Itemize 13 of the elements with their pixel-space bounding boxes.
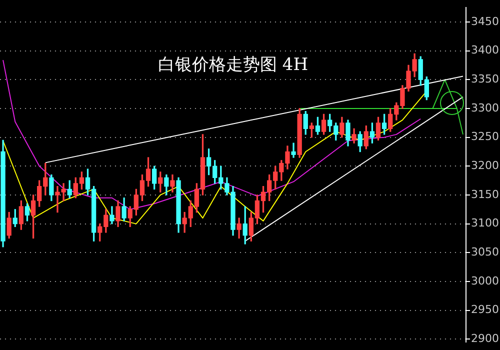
y-tick-label: 3100 <box>471 216 500 230</box>
y-tick-label: 3150 <box>471 188 500 201</box>
y-tick-label: 3450 <box>471 14 500 28</box>
y-tick-label: 3250 <box>471 130 500 144</box>
text: 白银价格走势图 4H <box>158 55 308 76</box>
y-tick-label: 3000 <box>471 274 500 288</box>
y-tick-label: 2900 <box>471 332 500 345</box>
y-tick-label: 3400 <box>471 44 500 57</box>
y-tick-label: 3200 <box>471 159 500 172</box>
y-tick-label: 2950 <box>471 303 500 316</box>
y-tick-label: 3300 <box>471 101 500 114</box>
y-tick-label: 3050 <box>471 245 500 258</box>
y-tick-label: 3350 <box>471 72 500 86</box>
